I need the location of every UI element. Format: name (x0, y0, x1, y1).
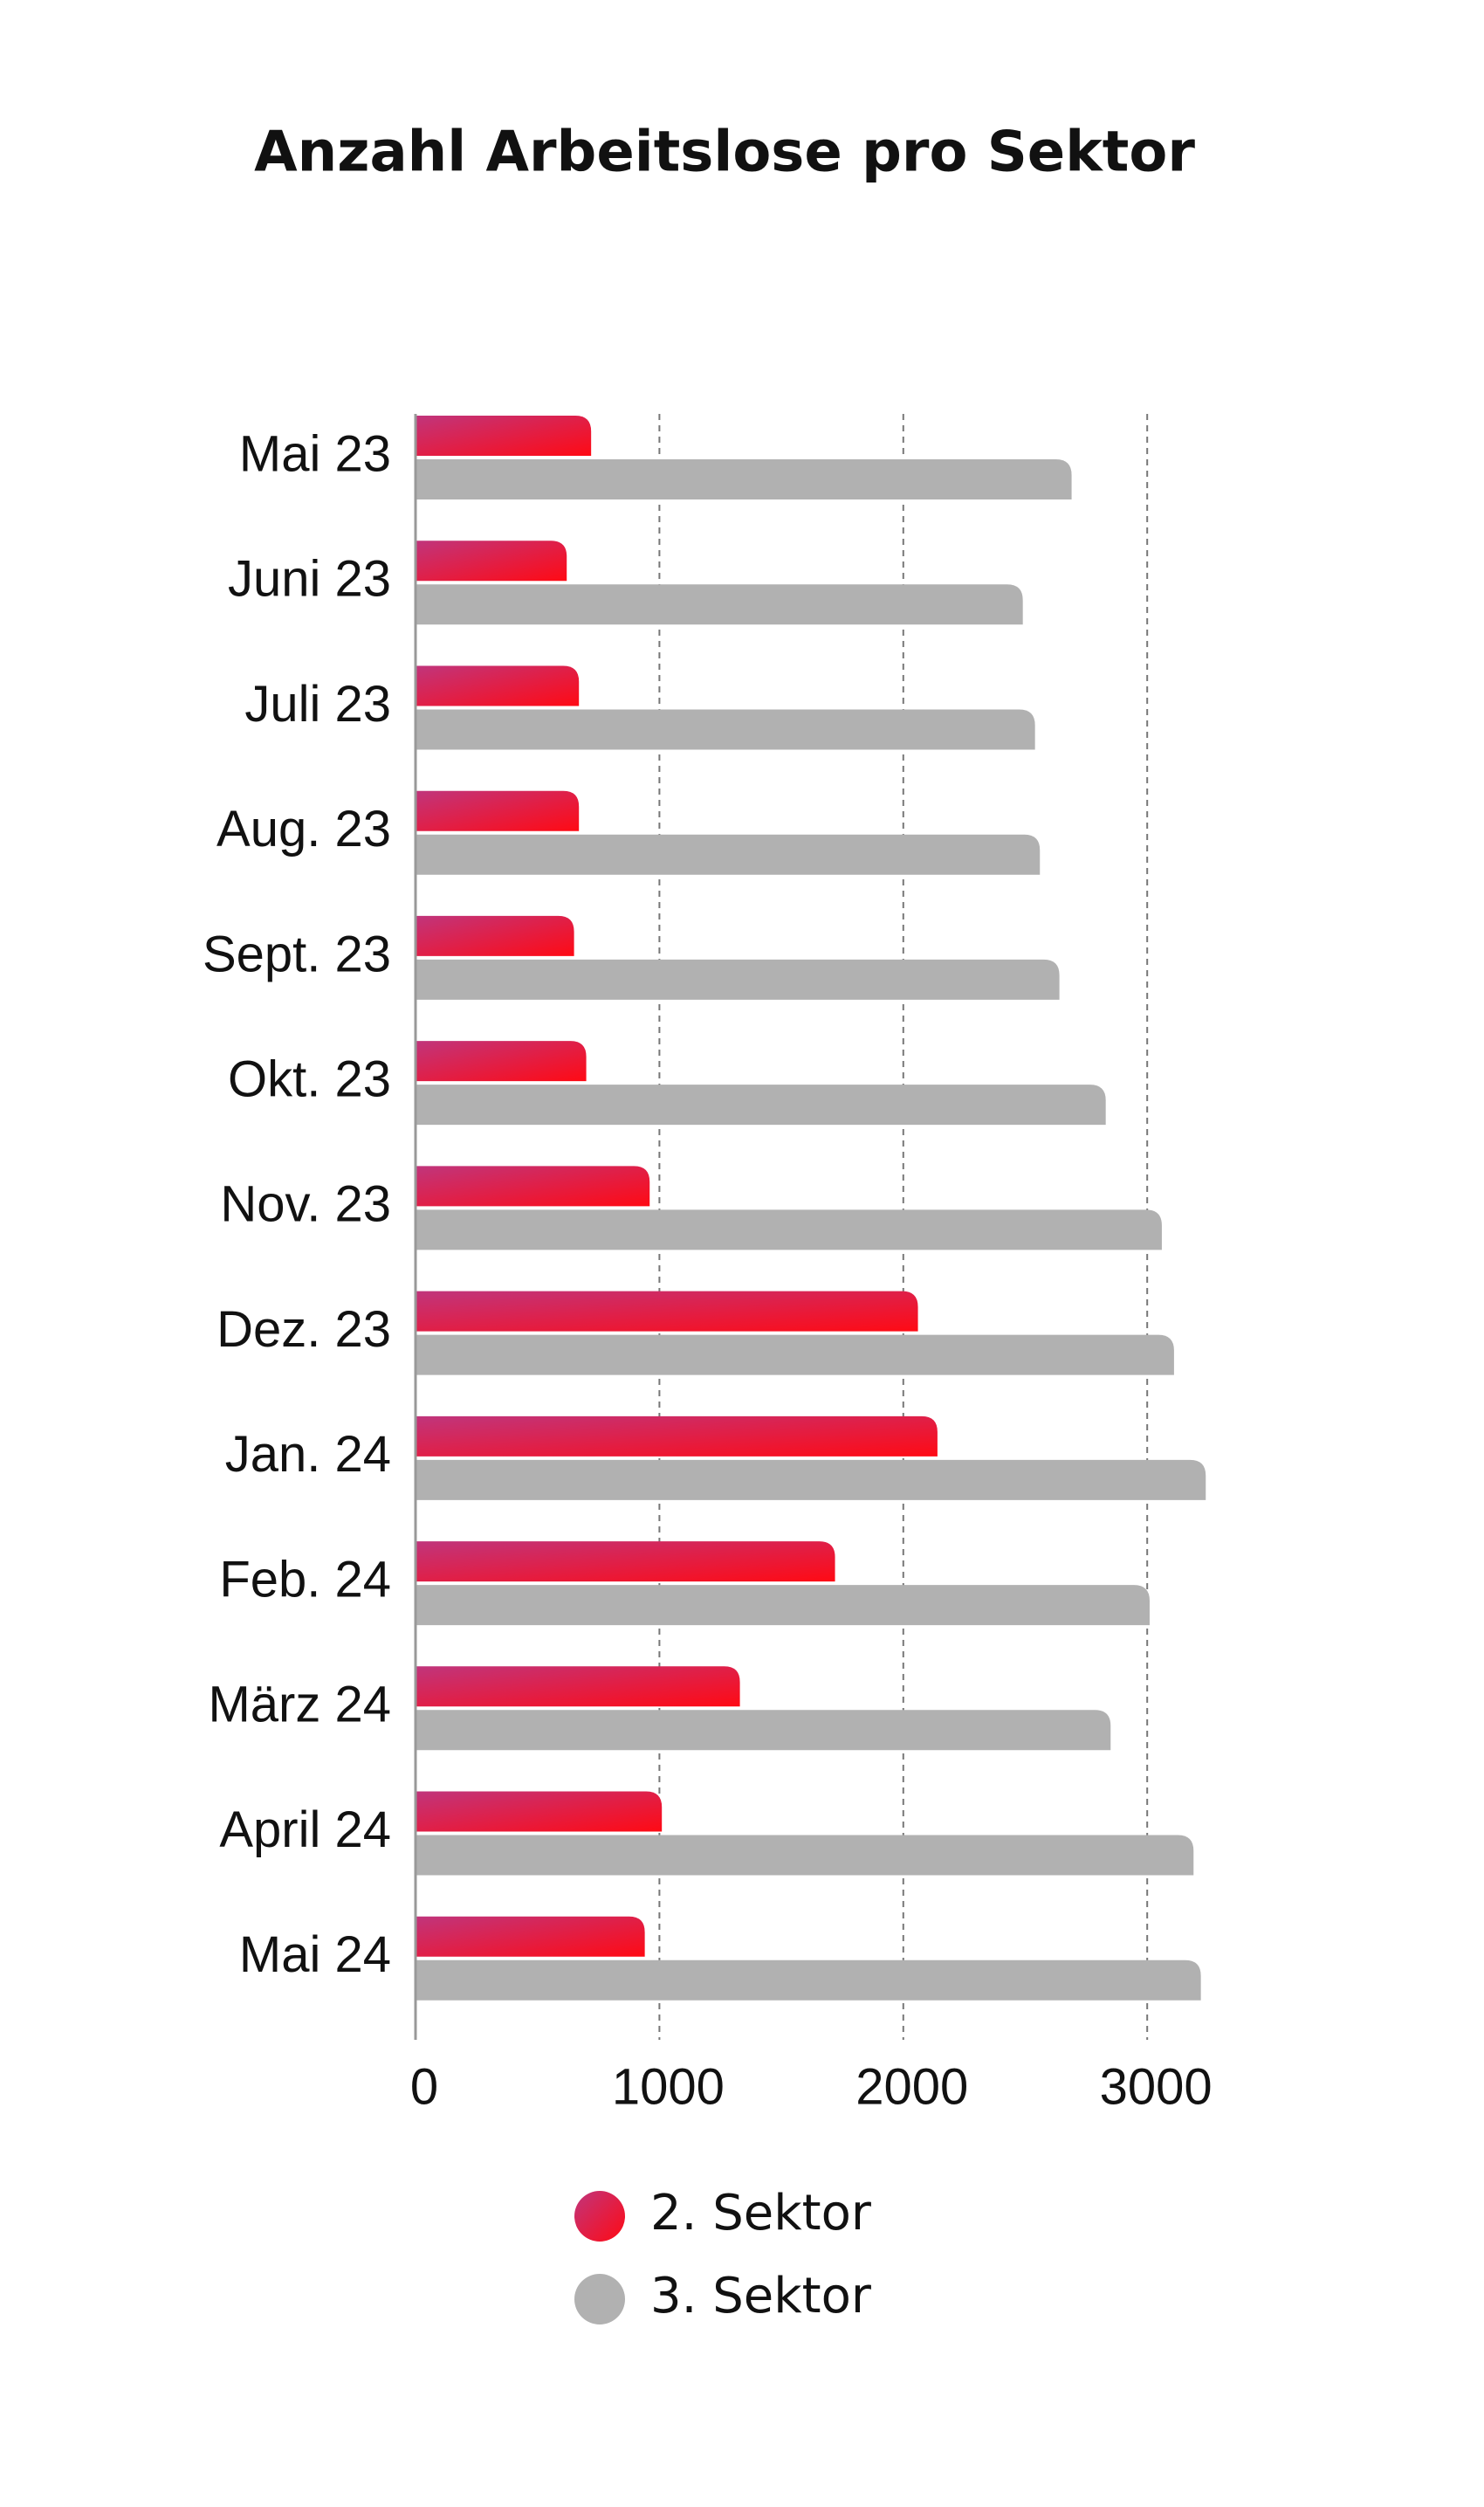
bar (416, 459, 1072, 499)
y-tick-label: Mai 23 (239, 425, 391, 482)
y-tick-label: Jan. 24 (225, 1426, 391, 1483)
legend-marker (574, 2191, 625, 2242)
x-tick-label: 0 (410, 2058, 438, 2115)
y-tick-label: Juni 23 (228, 551, 391, 608)
legend-label: 2. Sektor (650, 2185, 872, 2242)
bar (416, 1459, 1206, 1500)
bar (416, 1209, 1162, 1250)
x-tick-label: 2000 (855, 2058, 968, 2115)
bar (416, 416, 592, 456)
bar (416, 1916, 645, 1957)
bar (416, 1291, 918, 1332)
y-tick-label: Feb. 24 (219, 1551, 391, 1608)
x-tick-label: 1000 (612, 2058, 725, 2115)
chart-title: Anzahl Arbeitslose pro Sektor (254, 121, 1195, 185)
bar (416, 1334, 1174, 1375)
bar (416, 709, 1035, 750)
bar (416, 1791, 663, 1832)
bar (416, 1085, 1106, 1126)
bar (416, 959, 1060, 1000)
bar (416, 1666, 740, 1707)
bar (416, 790, 580, 831)
bar (416, 1835, 1194, 1876)
bar (416, 1541, 835, 1582)
bar (416, 1415, 938, 1457)
bar (416, 1041, 587, 1082)
y-tick-label: Okt. 23 (228, 1050, 391, 1107)
bar (416, 1710, 1111, 1751)
bar (416, 1959, 1201, 2001)
y-tick-label: Juli 23 (244, 676, 391, 733)
bar (416, 834, 1041, 875)
bar (416, 915, 574, 956)
x-tick-label: 3000 (1100, 2058, 1213, 2115)
bar (416, 541, 567, 582)
y-tick-label: Nov. 23 (220, 1176, 391, 1233)
y-tick-label: Mai 24 (239, 1926, 391, 1983)
legend-marker (574, 2274, 625, 2324)
bar (416, 1585, 1150, 1626)
y-tick-label: Sept. 23 (203, 926, 391, 982)
y-tick-label: März 24 (208, 1677, 391, 1733)
bar (416, 584, 1023, 625)
y-tick-label: April 24 (219, 1801, 391, 1858)
legend-label: 3. Sektor (650, 2268, 872, 2324)
bar (416, 665, 580, 706)
y-tick-label: Aug. 23 (216, 801, 391, 857)
bar (416, 1166, 650, 1207)
y-tick-label: Dez. 23 (216, 1301, 391, 1358)
